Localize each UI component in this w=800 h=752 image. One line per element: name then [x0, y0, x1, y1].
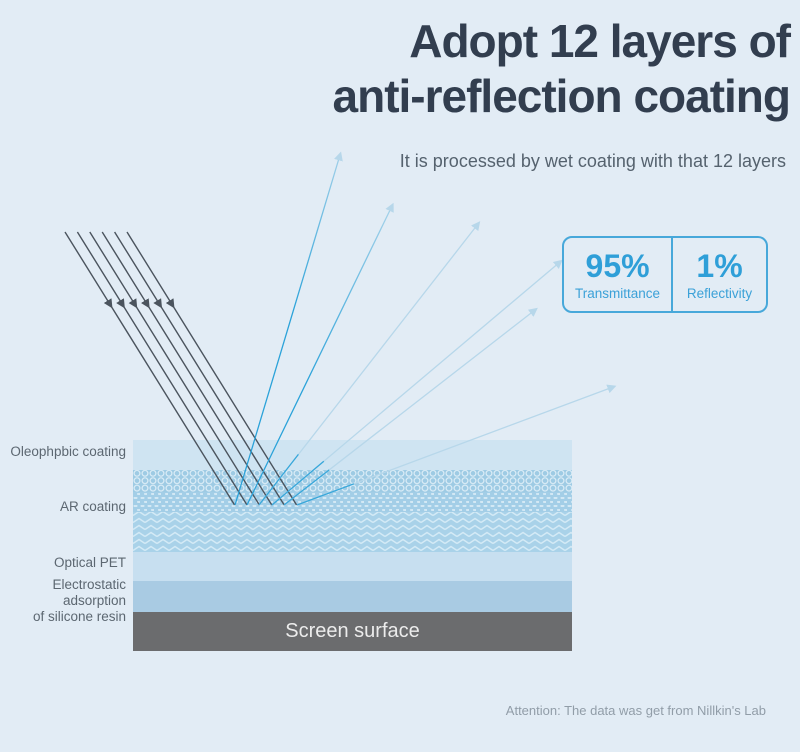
page-title-line2: anti-reflection coating [332, 70, 791, 122]
label-electrostatic-line1: Electrostatic adsorption [52, 577, 126, 608]
screen-surface-bar [133, 612, 572, 651]
page-title: Adopt 12 layers of anti-reflection coati… [332, 14, 791, 124]
screen-surface-label: Screen surface [285, 620, 420, 642]
optical-pet-layer [133, 552, 572, 581]
reflectivity-value: 1% [696, 247, 743, 284]
transmittance-label: Transmittance [575, 285, 661, 301]
transmittance-value: 95% [585, 247, 650, 284]
label-electrostatic-line2: of silicone resin [32, 609, 126, 624]
oleophobic-layer [133, 440, 572, 470]
label-ar-coating: AR coating [59, 499, 126, 514]
reflectivity-cell: 1% Reflectivity [673, 238, 766, 311]
label-electrostatic-adsorption: Electrostatic adsorption of silicone res… [0, 577, 129, 625]
ar-chevron-layer [133, 512, 572, 552]
page-title-line1: Adopt 12 layers of [409, 15, 791, 67]
transmittance-cell: 95% Transmittance [564, 238, 674, 311]
ar-dash-layer [133, 492, 572, 512]
page-subtitle: It is processed by wet coating with that… [399, 151, 786, 171]
label-oleophobic-coating: Oleophpbic coating [10, 444, 126, 459]
footer-note: Attention: The data was get from Nillkin… [505, 703, 766, 718]
ar-rings-layer [133, 470, 572, 492]
reflectivity-label: Reflectivity [686, 285, 753, 301]
electrostatic-layer [133, 581, 572, 612]
label-optical-pet: Optical PET [53, 555, 126, 570]
stats-card: 95% Transmittance 1% Reflectivity [562, 236, 768, 313]
